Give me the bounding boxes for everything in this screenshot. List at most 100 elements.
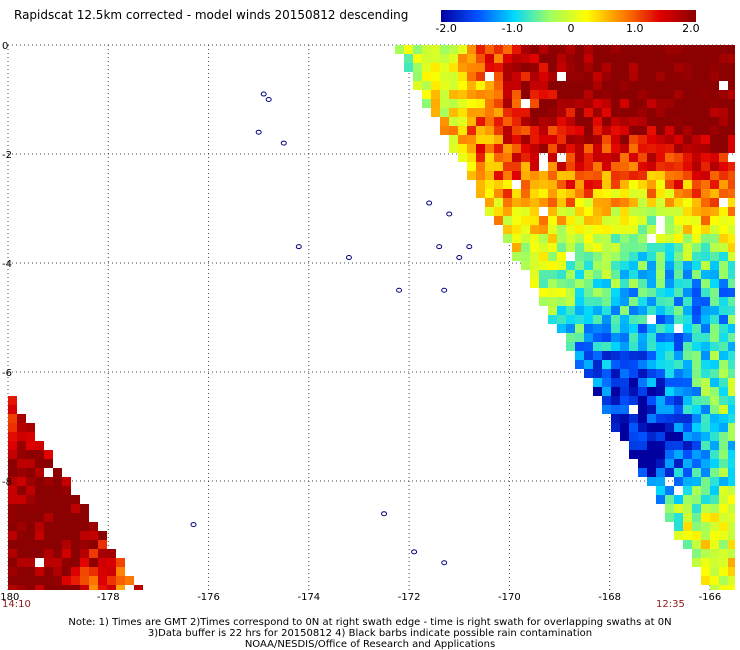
wind-cell — [17, 477, 26, 486]
wind-cell — [638, 198, 647, 207]
wind-cell — [566, 144, 575, 153]
wind-cell — [557, 171, 566, 180]
wind-cell — [665, 81, 674, 90]
wind-cell — [683, 306, 692, 315]
wind-cell — [620, 171, 629, 180]
x-tick-label: -172 — [398, 592, 421, 603]
wind-cell — [656, 450, 665, 459]
wind-cell — [116, 576, 125, 585]
wind-cell — [728, 450, 735, 459]
wind-cell — [62, 540, 71, 549]
wind-cell — [494, 99, 503, 108]
wind-cell — [710, 279, 719, 288]
wind-cell — [602, 63, 611, 72]
wind-cell — [17, 459, 26, 468]
wind-cell — [683, 252, 692, 261]
wind-cell — [593, 63, 602, 72]
wind-cell — [710, 522, 719, 531]
wind-cell — [629, 279, 638, 288]
wind-cell — [530, 126, 539, 135]
wind-cell — [494, 144, 503, 153]
wind-cell — [575, 324, 584, 333]
wind-cell — [656, 414, 665, 423]
wind-cell — [575, 207, 584, 216]
wind-cell — [485, 162, 494, 171]
wind-cell — [710, 342, 719, 351]
wind-cell — [683, 315, 692, 324]
island-outline — [426, 200, 433, 206]
wind-cell — [656, 432, 665, 441]
wind-cell — [629, 378, 638, 387]
wind-cell — [620, 405, 629, 414]
wind-cell — [683, 54, 692, 63]
wind-cell — [575, 126, 584, 135]
wind-cell — [530, 234, 539, 243]
wind-cell — [728, 549, 735, 558]
wind-cell — [8, 423, 17, 432]
wind-cell — [656, 171, 665, 180]
wind-cell — [647, 261, 656, 270]
wind-cell — [710, 72, 719, 81]
wind-cell — [647, 216, 656, 225]
wind-cell — [602, 72, 611, 81]
wind-cell — [638, 333, 647, 342]
wind-cell — [71, 585, 80, 590]
wind-cell — [557, 45, 566, 54]
wind-cell — [530, 198, 539, 207]
wind-cell — [701, 441, 710, 450]
wind-cell — [656, 90, 665, 99]
wind-cell — [512, 72, 521, 81]
wind-cell — [611, 225, 620, 234]
wind-cell — [638, 351, 647, 360]
wind-cell — [728, 495, 735, 504]
wind-cell — [629, 198, 638, 207]
wind-cell — [512, 144, 521, 153]
wind-cell — [422, 90, 431, 99]
wind-cell — [8, 558, 17, 567]
wind-cell — [701, 405, 710, 414]
wind-cell — [692, 63, 701, 72]
wind-cell — [593, 135, 602, 144]
wind-cell — [584, 72, 593, 81]
wind-cell — [656, 324, 665, 333]
wind-cell — [638, 171, 647, 180]
wind-cell — [674, 153, 683, 162]
wind-cell — [701, 234, 710, 243]
wind-cell — [602, 405, 611, 414]
wind-cell — [620, 414, 629, 423]
wind-cell — [719, 558, 728, 567]
wind-cell — [611, 126, 620, 135]
wind-cell — [728, 576, 735, 585]
wind-cell — [611, 288, 620, 297]
wind-cell — [674, 387, 683, 396]
wind-cell — [80, 540, 89, 549]
wind-cell — [692, 297, 701, 306]
wind-cell — [548, 72, 557, 81]
wind-cell — [674, 180, 683, 189]
wind-cell — [458, 54, 467, 63]
x-tick-label: -174 — [297, 592, 320, 603]
wind-cell — [611, 369, 620, 378]
wind-cell — [8, 414, 17, 423]
wind-cell — [710, 144, 719, 153]
wind-cell — [53, 558, 62, 567]
wind-cell — [575, 63, 584, 72]
wind-cell — [674, 135, 683, 144]
wind-cell — [8, 576, 17, 585]
wind-cell — [530, 207, 539, 216]
colorbar-label-neg1: -1.0 — [501, 22, 524, 35]
wind-cell — [521, 261, 530, 270]
wind-cell — [719, 63, 728, 72]
wind-cell — [638, 90, 647, 99]
wind-cell — [44, 531, 53, 540]
wind-cell — [584, 45, 593, 54]
wind-cell — [719, 486, 728, 495]
wind-cell — [584, 54, 593, 63]
wind-cell — [35, 576, 44, 585]
wind-cell — [467, 99, 476, 108]
wind-cell — [575, 189, 584, 198]
wind-cell — [620, 423, 629, 432]
wind-cell — [719, 396, 728, 405]
wind-cell — [17, 540, 26, 549]
wind-cell — [656, 162, 665, 171]
